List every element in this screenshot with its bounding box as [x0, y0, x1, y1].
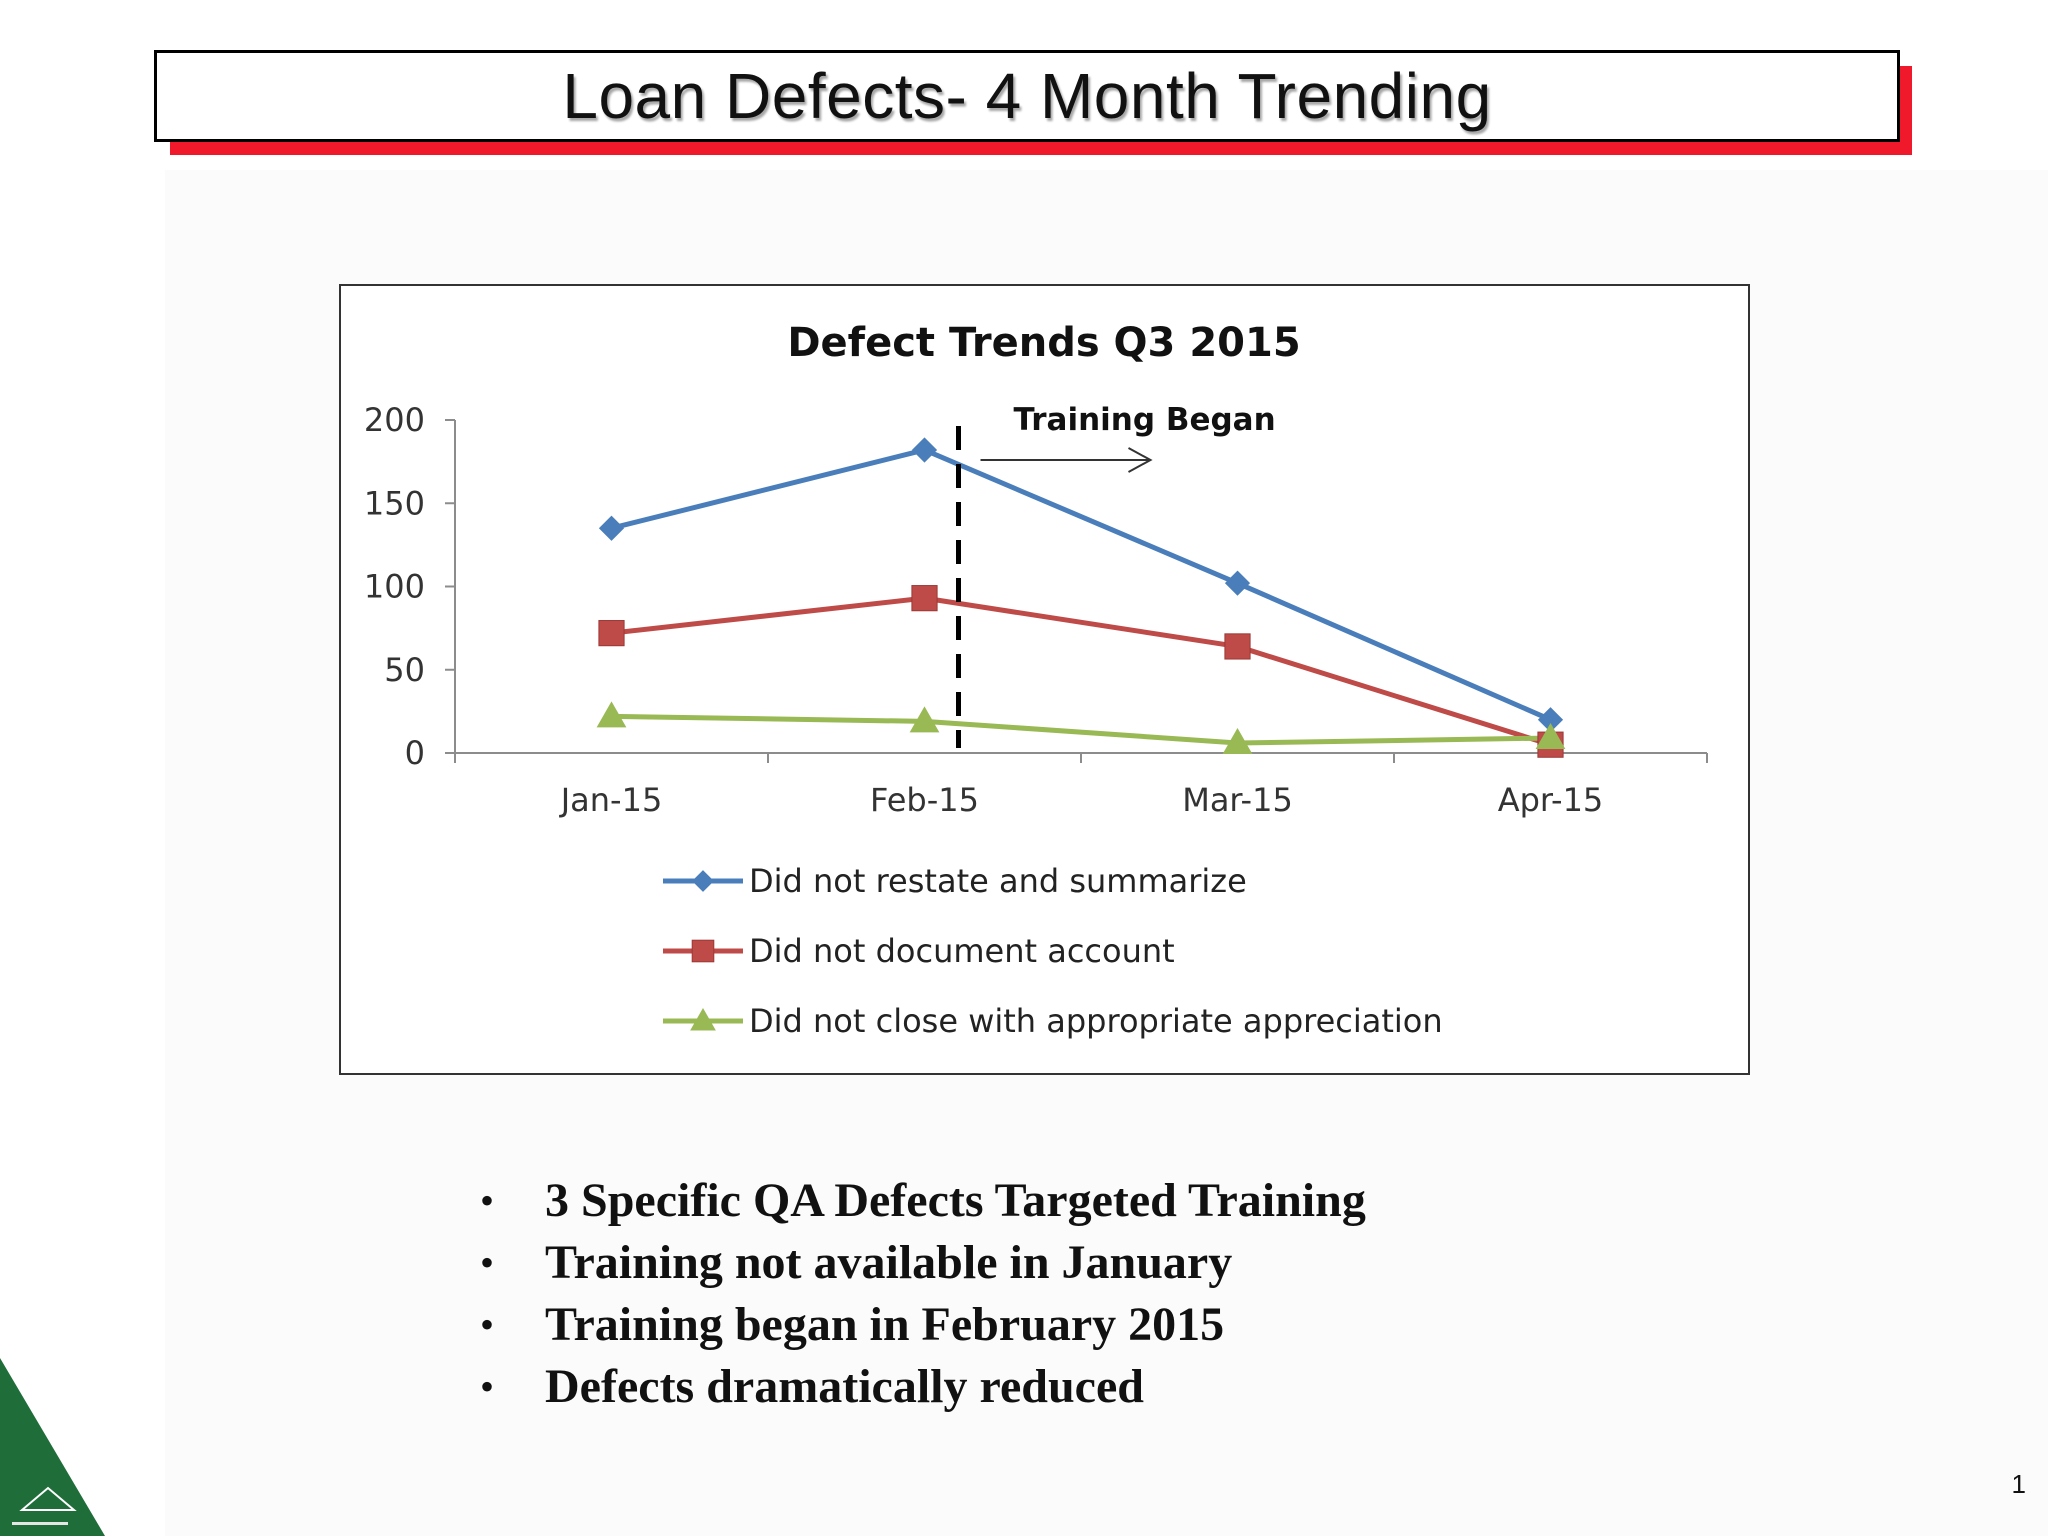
bullet-text: Training began in February 2015: [545, 1298, 1225, 1351]
bullet-dot: •: [480, 1178, 495, 1223]
data-point-triangle: [596, 701, 627, 728]
legend-label: Did not document account: [749, 932, 1175, 970]
bullet-dot: •: [480, 1302, 495, 1347]
line-chart: Defect Trends Q3 2015 0 50 100 150 200 Jan-15…: [364, 320, 1708, 1040]
data-point-triangle: [1535, 723, 1566, 750]
data-point-square: [598, 620, 625, 647]
legend-label: Did not restate and summarize: [749, 862, 1247, 900]
data-point-triangle: [909, 706, 940, 733]
annotation-label: Training Began: [1014, 402, 1276, 438]
data-point-triangle: [1222, 728, 1253, 755]
chart-legend: Did not restate and summarize Did not doc…: [663, 862, 1443, 1040]
data-point-diamond: [692, 870, 714, 892]
chart-annotation: Training Began: [956, 402, 1276, 748]
chart-axes: 0 50 100 150 200 Jan-15 Feb-15 Mar-15 Apr-15: [364, 401, 1708, 819]
y-tick-label: 150: [364, 484, 425, 522]
bullet-item: • Defects dramatically reduced: [470, 1356, 1670, 1418]
title-banner: Loan Defects- 4 Month Trending: [154, 50, 1900, 142]
bullet-dot: •: [480, 1364, 495, 1409]
bullet-item: • Training began in February 2015: [470, 1294, 1670, 1356]
bullet-item: • Training not available in January: [470, 1232, 1670, 1294]
data-point-diamond: [1224, 570, 1251, 596]
series-line: [610, 447, 1552, 722]
x-tick-label: Mar-15: [1182, 781, 1293, 819]
data-point-diamond: [911, 437, 938, 463]
y-tick-label: 100: [364, 568, 425, 606]
bullet-text: 3 Specific QA Defects Targeted Training: [545, 1174, 1366, 1227]
bullet-text: Defects dramatically reduced: [545, 1360, 1144, 1413]
chart-series: [596, 437, 1566, 758]
chart-title: Defect Trends Q3 2015: [787, 320, 1300, 366]
series-line: [611, 713, 1551, 746]
bullet-dot: •: [480, 1240, 495, 1285]
chart-frame: Defect Trends Q3 2015 0 50 100 150 200 Jan-15…: [339, 284, 1750, 1075]
company-logo: [0, 1358, 105, 1536]
x-tick-label: Feb-15: [870, 781, 979, 819]
y-tick-label: 0: [405, 734, 425, 772]
legend-label: Did not close with appropriate appreciat…: [749, 1002, 1443, 1040]
bullet-item: • 3 Specific QA Defects Targeted Training: [470, 1170, 1670, 1232]
data-point-square: [691, 939, 715, 963]
y-tick-label: 50: [384, 651, 425, 689]
y-tick-label: 200: [364, 401, 425, 439]
page-number: 1: [2011, 1469, 2026, 1499]
series-line: [611, 595, 1552, 748]
x-tick-label: Apr-15: [1498, 781, 1604, 819]
data-point-triangle: [690, 1007, 716, 1031]
bullet-list: • 3 Specific QA Defects Targeted Training…: [470, 1170, 1670, 1418]
data-point-square: [911, 585, 938, 612]
bullet-text: Training not available in January: [545, 1236, 1233, 1289]
data-point-square: [1224, 633, 1251, 660]
x-tick-label: Jan-15: [559, 781, 663, 819]
data-point-diamond: [598, 515, 625, 541]
annotation-arrow-head: [1128, 447, 1153, 473]
slide-title: Loan Defects- 4 Month Trending: [562, 60, 1492, 132]
